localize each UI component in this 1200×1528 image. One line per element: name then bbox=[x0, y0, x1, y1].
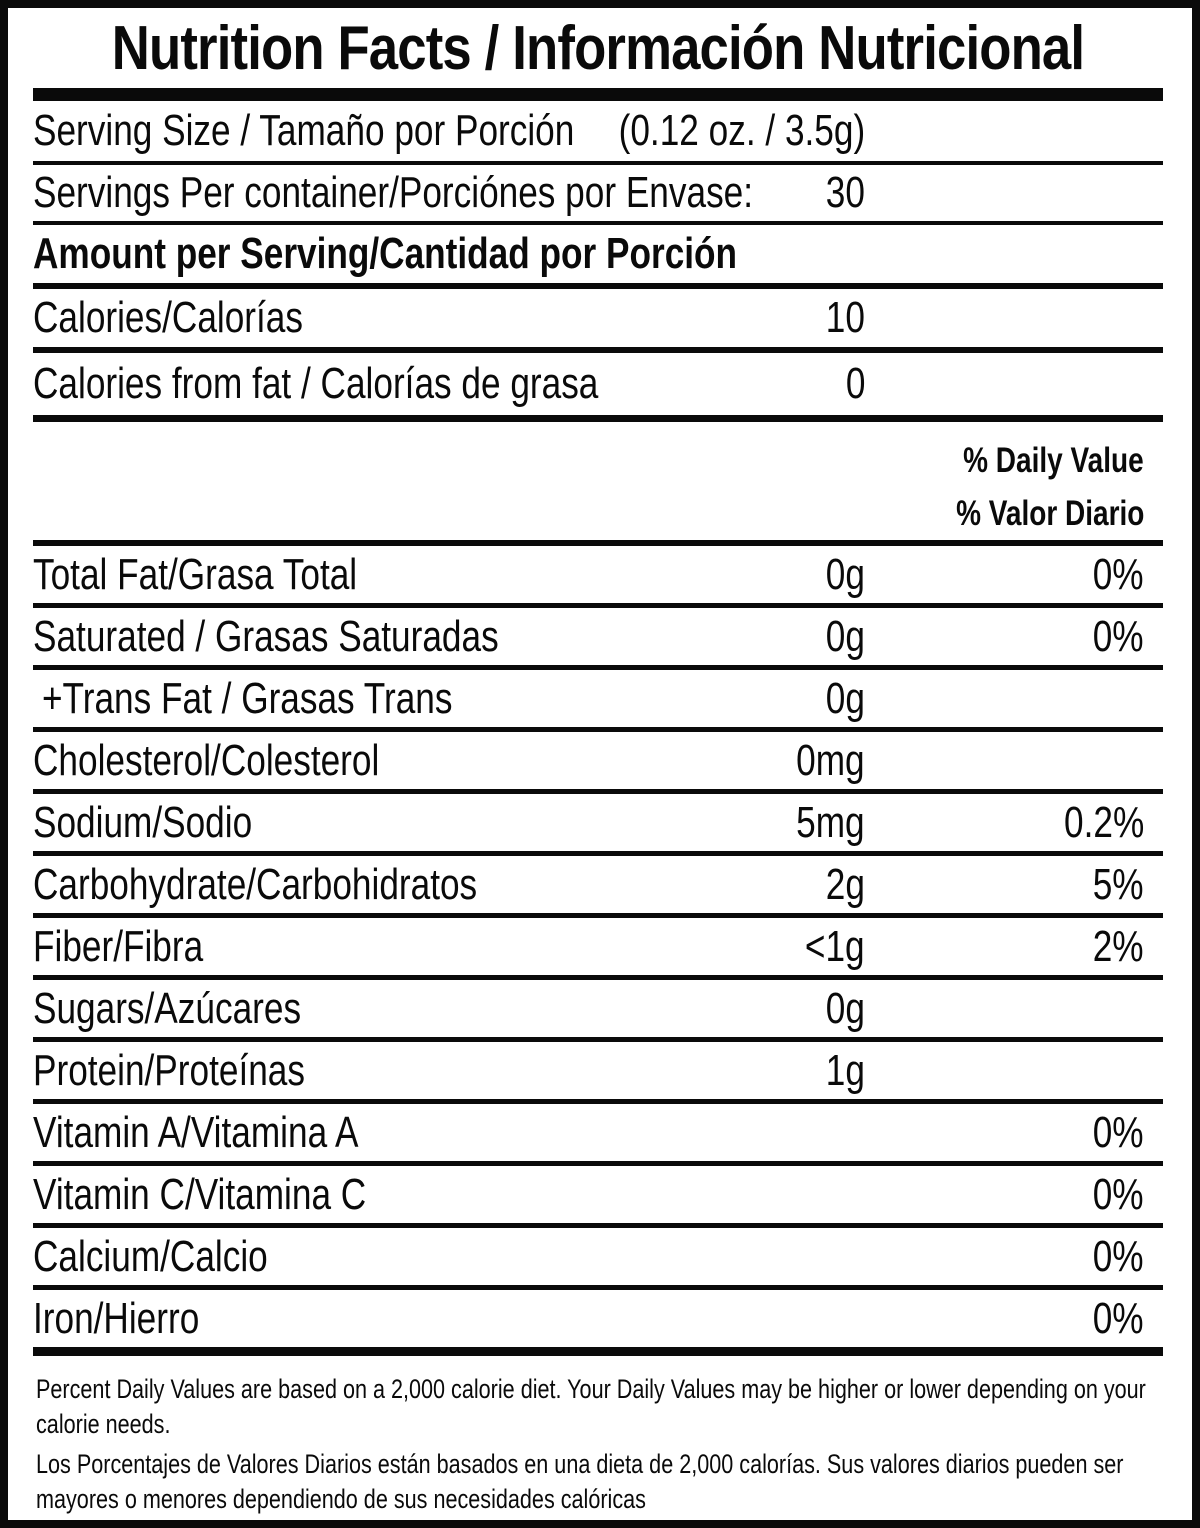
footnote-text: Percent Daily Values are based on a 2,00… bbox=[36, 1372, 1148, 1517]
daily-value-header: % Daily Value % Valor Diario bbox=[33, 422, 1163, 546]
nutrient-dv: 0% bbox=[1093, 1293, 1144, 1343]
nutrient-dv: 0% bbox=[1093, 1169, 1144, 1219]
nutrient-label: Vitamin C/Vitamina C bbox=[33, 1169, 367, 1219]
nutrient-row-cholesterol: Cholesterol/Colesterol 0mg bbox=[33, 732, 1163, 794]
nutrient-row-vitamin-a: Vitamin A/Vitamina A 0% bbox=[33, 1104, 1163, 1166]
daily-value-header-es: % Valor Diario bbox=[955, 494, 1144, 533]
serving-size-label: Serving Size / Tamaño por Porción bbox=[33, 106, 575, 155]
serving-size-row: Serving Size / Tamaño por Porción (0.12 … bbox=[33, 101, 1163, 165]
daily-value-header-en: % Daily Value bbox=[963, 441, 1144, 480]
nutrient-label: Fiber/Fibra bbox=[33, 921, 204, 971]
nutrient-dv: 0% bbox=[1093, 549, 1144, 599]
daily-value-header-es-line: % Valor Diario bbox=[33, 487, 1144, 540]
nutrient-dv: 5% bbox=[1093, 859, 1144, 909]
nutrient-row-sugars: Sugars/Azúcares 0g bbox=[33, 980, 1163, 1042]
title-divider-bar bbox=[33, 88, 1163, 101]
title-block: Nutrition Facts / Información Nutriciona… bbox=[33, 8, 1163, 88]
nutrient-row-total-fat: Total Fat/Grasa Total 0g 0% bbox=[33, 546, 1163, 608]
amount-per-serving-heading-row: Amount per Serving/Cantidad por Porción bbox=[33, 225, 1163, 289]
calories-from-fat-value: 0 bbox=[845, 359, 865, 408]
nutrient-label: Calcium/Calcio bbox=[33, 1231, 268, 1281]
nutrient-row-sodium: Sodium/Sodio 5mg 0.2% bbox=[33, 794, 1163, 856]
nutrient-label: Sugars/Azúcares bbox=[33, 983, 302, 1033]
nutrient-label: Cholesterol/Colesterol bbox=[33, 735, 380, 785]
nutrient-dv: 0% bbox=[1093, 1107, 1144, 1157]
nutrient-amount: 2g bbox=[825, 859, 865, 909]
nutrient-row-vitamin-c: Vitamin C/Vitamina C 0% bbox=[33, 1166, 1163, 1228]
servings-per-container-value: 30 bbox=[825, 168, 865, 217]
nutrient-label: Vitamin A/Vitamina A bbox=[33, 1107, 359, 1157]
nutrient-dv: 0% bbox=[1093, 611, 1144, 661]
nutrient-amount: 0mg bbox=[796, 735, 865, 785]
nutrient-amount: <1g bbox=[805, 921, 865, 971]
calories-from-fat-row: Calories from fat / Calorías de grasa 0 bbox=[33, 353, 1163, 422]
nutrient-label: Carbohydrate/Carbohidratos bbox=[33, 859, 478, 909]
calories-label: Calories/Calorías bbox=[33, 293, 303, 342]
nutrient-row-protein: Protein/Proteínas 1g bbox=[33, 1042, 1163, 1104]
nutrient-dv: 2% bbox=[1093, 921, 1144, 971]
nutrient-label: +Trans Fat / Grasas Trans bbox=[42, 673, 453, 723]
nutrient-dv: 0% bbox=[1093, 1231, 1144, 1281]
nutrient-amount: 0g bbox=[825, 673, 865, 723]
nutrient-amount: 0g bbox=[825, 549, 865, 599]
serving-size-value: (0.12 oz. / 3.5g) bbox=[618, 106, 865, 155]
nutrient-label: Saturated / Grasas Saturadas bbox=[33, 611, 499, 661]
nutrient-label: Iron/Hierro bbox=[33, 1293, 200, 1343]
footnote-en: Percent Daily Values are based on a 2,00… bbox=[36, 1374, 1146, 1439]
nutrient-label: Protein/Proteínas bbox=[33, 1045, 305, 1095]
nutrient-row-iron: Iron/Hierro 0% bbox=[33, 1290, 1163, 1356]
label-content: Nutrition Facts / Información Nutriciona… bbox=[33, 8, 1163, 1521]
calories-value: 10 bbox=[825, 293, 865, 342]
nutrient-label: Total Fat/Grasa Total bbox=[33, 549, 358, 599]
nutrient-row-calcium: Calcium/Calcio 0% bbox=[33, 1228, 1163, 1290]
nutrient-dv: 0.2% bbox=[1063, 797, 1144, 847]
footnote-block: Percent Daily Values are based on a 2,00… bbox=[33, 1356, 1163, 1521]
nutrient-amount: 1g bbox=[825, 1045, 865, 1095]
calories-row: Calories/Calorías 10 bbox=[33, 289, 1163, 353]
nutrient-amount: 5mg bbox=[796, 797, 865, 847]
nutrient-row-carbohydrate: Carbohydrate/Carbohidratos 2g 5% bbox=[33, 856, 1163, 918]
label-title: Nutrition Facts / Información Nutriciona… bbox=[111, 13, 1085, 83]
nutrient-label: Sodium/Sodio bbox=[33, 797, 253, 847]
servings-per-container-row: Servings Per container/Porciónes por Env… bbox=[33, 165, 1163, 225]
nutrient-amount: 0g bbox=[825, 983, 865, 1033]
nutrient-amount: 0g bbox=[825, 611, 865, 661]
servings-per-container-label: Servings Per container/Porciónes por Env… bbox=[33, 168, 754, 217]
nutrient-row-fiber: Fiber/Fibra <1g 2% bbox=[33, 918, 1163, 980]
nutrient-row-saturated-fat: Saturated / Grasas Saturadas 0g 0% bbox=[33, 608, 1163, 670]
footnote-es: Los Porcentajes de Valores Diarios están… bbox=[36, 1449, 1124, 1514]
amount-per-serving-heading: Amount per Serving/Cantidad por Porción bbox=[33, 229, 738, 278]
daily-value-header-en-line: % Daily Value bbox=[33, 434, 1144, 487]
calories-from-fat-label: Calories from fat / Calorías de grasa bbox=[33, 359, 599, 408]
nutrient-row-trans-fat: +Trans Fat / Grasas Trans 0g bbox=[33, 670, 1163, 732]
